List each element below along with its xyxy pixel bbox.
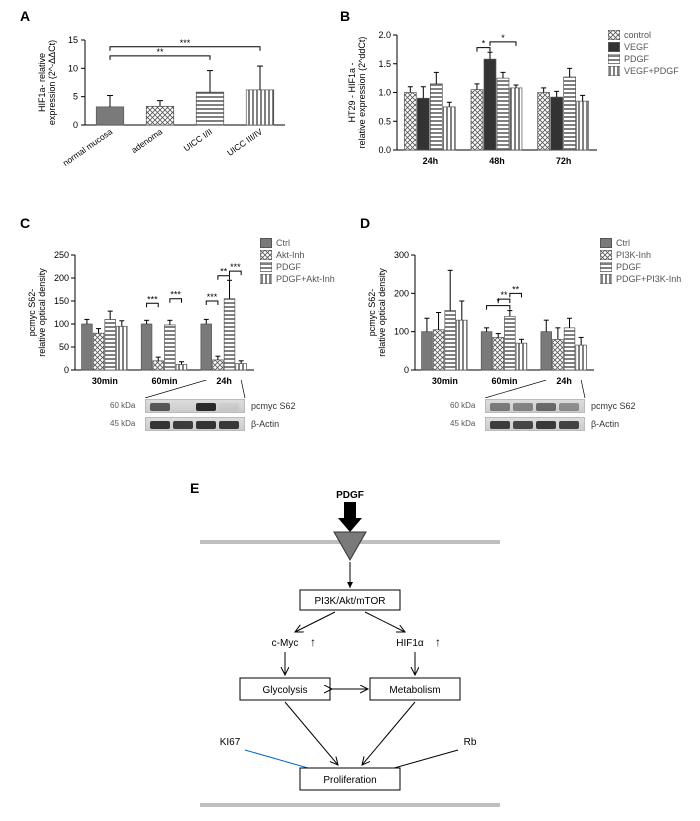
svg-text:UICC I/II: UICC I/II bbox=[182, 126, 214, 153]
svg-text:50: 50 bbox=[59, 342, 69, 352]
svg-text:↑: ↑ bbox=[435, 635, 441, 649]
svg-text:***: *** bbox=[180, 38, 191, 48]
svg-text:HIF1a- relativeexpression (2^-: HIF1a- relativeexpression (2^-ΔΔCt) bbox=[37, 40, 57, 125]
svg-text:***: *** bbox=[230, 262, 241, 272]
panel-a-chart: 0 5 10 15 HIF1a- relativeexpression (2^-ΔΔCt… bbox=[35, 15, 295, 180]
svg-text:Glycolysis: Glycolysis bbox=[262, 685, 307, 696]
svg-text:200: 200 bbox=[394, 288, 409, 298]
panel-a-label: A bbox=[20, 8, 30, 24]
svg-text:Proliferation: Proliferation bbox=[323, 775, 376, 786]
svg-text:250: 250 bbox=[54, 250, 69, 260]
svg-text:48h: 48h bbox=[489, 156, 505, 166]
panel-c-legend: CtrlAkt-InhPDGFPDGF+Akt-Inh bbox=[260, 238, 335, 286]
panel-c-blot: 60 kDapcmyc S6245 kDaβ-Actin bbox=[110, 395, 320, 439]
svg-text:**: ** bbox=[501, 290, 509, 300]
svg-text:1.5: 1.5 bbox=[378, 59, 391, 69]
svg-text:150: 150 bbox=[54, 296, 69, 306]
svg-text:HT29 - HIF1a -relative express: HT29 - HIF1a -relative expression (2^ddC… bbox=[347, 37, 367, 149]
panel-d-legend: CtrlPI3K-InhPDGFPDGF+PI3K-Inh bbox=[600, 238, 681, 286]
svg-text:KI67: KI67 bbox=[220, 737, 241, 748]
svg-text:**: ** bbox=[220, 267, 228, 277]
svg-text:PI3K/Akt/mTOR: PI3K/Akt/mTOR bbox=[315, 596, 386, 607]
svg-text:***: *** bbox=[170, 290, 181, 300]
svg-text:*: * bbox=[482, 39, 486, 49]
svg-text:Metabolism: Metabolism bbox=[389, 685, 440, 696]
svg-text:0: 0 bbox=[64, 365, 69, 375]
svg-text:0.0: 0.0 bbox=[378, 145, 391, 155]
svg-text:HIF1α: HIF1α bbox=[396, 638, 424, 649]
svg-text:pcmyc S62-relative optical den: pcmyc S62-relative optical density bbox=[27, 268, 47, 357]
panel-d-chart: 0 100 200 300 pcmyc S62-relative optical den… bbox=[365, 225, 600, 395]
panel-b-chart: 0.0 0.5 1.0 1.5 2.0 HT29 - HIF1a -relative ex… bbox=[345, 15, 605, 180]
svg-text:c-Myc: c-Myc bbox=[272, 638, 299, 649]
svg-text:2.0: 2.0 bbox=[378, 30, 391, 40]
panel-c-chart: 0 50 100 150 200 250 pcmyc S62-relative optica… bbox=[25, 225, 260, 395]
svg-text:***: *** bbox=[207, 292, 218, 302]
svg-text:24h: 24h bbox=[423, 156, 439, 166]
svg-text:**: ** bbox=[512, 284, 520, 294]
panel-e-flowchart: PDGF PI3K/Akt/mTOR c-Myc ↑ HIF1α ↑ Glycolysis M… bbox=[160, 480, 540, 815]
svg-text:adenoma: adenoma bbox=[129, 126, 164, 155]
svg-text:pcmyc S62-relative optical den: pcmyc S62-relative optical density bbox=[367, 268, 387, 357]
svg-text:Rb: Rb bbox=[464, 737, 477, 748]
svg-text:10: 10 bbox=[68, 63, 78, 73]
svg-text:***: *** bbox=[147, 294, 158, 304]
svg-text:15: 15 bbox=[68, 35, 78, 45]
svg-text:0: 0 bbox=[73, 120, 78, 130]
svg-text:300: 300 bbox=[394, 250, 409, 260]
svg-text:*: * bbox=[501, 33, 505, 43]
svg-text:0: 0 bbox=[404, 365, 409, 375]
svg-text:72h: 72h bbox=[556, 156, 572, 166]
svg-text:UICC III/IV: UICC III/IV bbox=[225, 126, 264, 158]
svg-text:↑: ↑ bbox=[310, 635, 316, 649]
svg-text:1.0: 1.0 bbox=[378, 88, 391, 98]
panel-d-blot: 60 kDapcmyc S6245 kDaβ-Actin bbox=[450, 395, 660, 439]
svg-text:**: ** bbox=[156, 47, 164, 57]
svg-text:5: 5 bbox=[73, 92, 78, 102]
panel-b-legend: controlVEGFPDGFVEGF+PDGF bbox=[608, 30, 679, 78]
svg-text:100: 100 bbox=[394, 327, 409, 337]
svg-text:0.5: 0.5 bbox=[378, 116, 391, 126]
svg-text:100: 100 bbox=[54, 319, 69, 329]
svg-text:PDGF: PDGF bbox=[336, 490, 364, 501]
svg-text:normal mucosa: normal mucosa bbox=[61, 126, 115, 168]
svg-text:200: 200 bbox=[54, 273, 69, 283]
